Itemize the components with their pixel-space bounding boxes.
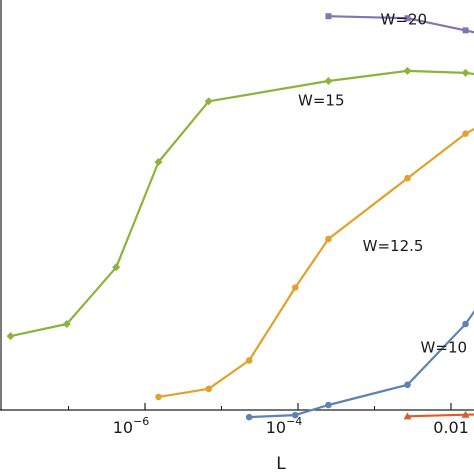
- data-point-w-12-5: [462, 130, 469, 137]
- series-w-10: [245, 309, 474, 421]
- data-point-w-10: [462, 320, 469, 328]
- series-w-15: [6, 66, 474, 341]
- series-layer: [6, 13, 474, 421]
- data-point-w-10: [291, 411, 299, 419]
- series-label-w-20: W=20: [381, 10, 428, 28]
- data-point-w-12-5: [205, 385, 212, 393]
- data-point-w-12-5: [245, 357, 253, 364]
- series-line-w-10: [249, 309, 474, 419]
- data-point-w-10: [245, 413, 253, 421]
- data-point-w-15: [112, 263, 121, 272]
- data-point-w-12-5: [325, 235, 332, 243]
- data-point-w-15: [6, 332, 15, 341]
- series-labels: W=20 W=15 W=12.5 W=10: [298, 10, 467, 356]
- data-point-w-10: [325, 401, 332, 409]
- data-point-w-15: [403, 66, 412, 75]
- data-point-w-12-5: [155, 393, 162, 401]
- x-tick-label: 10−6: [113, 415, 150, 437]
- data-point-series-dc5d2c: [461, 410, 470, 418]
- data-point-w-15: [204, 97, 213, 106]
- data-point-w-12-5: [291, 284, 299, 291]
- series-line-w-12-5: [158, 127, 474, 398]
- data-point-w-12-5: [404, 174, 411, 182]
- series-w-12-5: [155, 127, 474, 401]
- series-label-w-15: W=15: [298, 91, 345, 109]
- data-point-w-15: [461, 68, 470, 77]
- data-point-w-15: [324, 77, 333, 85]
- series-label-w-12-5: W=12.5: [363, 237, 424, 255]
- data-point-w-15: [62, 320, 71, 328]
- series-w-20: [325, 13, 474, 34]
- x-axis-label: L: [276, 454, 286, 474]
- data-point-w-20: [404, 15, 411, 22]
- data-point-w-20: [462, 27, 469, 34]
- series-line-w-20: [328, 15, 474, 34]
- plot-frame: [0, 0, 474, 411]
- data-point-w-15: [154, 158, 163, 166]
- series-series-dc5d2c: [403, 410, 474, 420]
- x-tick-label: 0.01: [433, 418, 469, 437]
- data-point-w-10: [404, 381, 411, 389]
- x-ticks: 10−810−610−40.01: [68, 403, 469, 437]
- x-tick-label: 10−4: [266, 415, 303, 437]
- series-label-w-10: W=10: [421, 338, 468, 356]
- series-line-w-15: [10, 69, 474, 338]
- data-point-series-dc5d2c: [403, 412, 412, 420]
- data-point-w-20: [325, 13, 332, 20]
